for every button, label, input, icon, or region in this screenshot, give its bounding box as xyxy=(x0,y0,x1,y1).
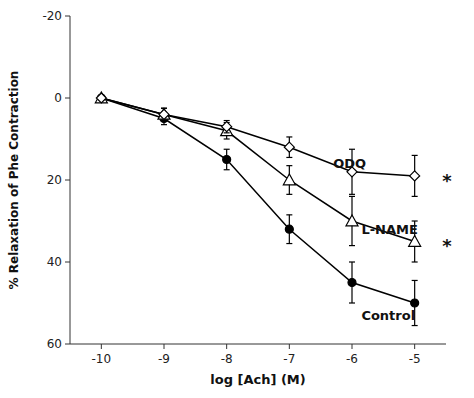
x-tick xyxy=(164,344,165,349)
series xyxy=(96,93,419,196)
point xyxy=(96,93,106,103)
error-bar-cap xyxy=(286,165,292,166)
error-bar-cap xyxy=(161,124,167,125)
annotation: L-NAME xyxy=(361,222,417,237)
error-bar-cap xyxy=(286,157,292,158)
series-line xyxy=(101,98,414,303)
y-tick xyxy=(65,98,70,99)
series-line xyxy=(101,98,414,176)
point xyxy=(223,156,231,164)
point xyxy=(346,215,358,226)
axes: -10 -9 -8 -7 -6 -5 -20 0 20 40 60 xyxy=(42,9,446,366)
point xyxy=(159,109,169,119)
x-tick xyxy=(414,344,415,349)
error-bar-cap xyxy=(286,243,292,244)
point xyxy=(410,171,420,181)
error-bar-cap xyxy=(349,245,355,246)
x-axis-line xyxy=(70,344,446,345)
x-tick-label: -10 xyxy=(92,352,112,366)
point xyxy=(158,108,170,119)
series xyxy=(95,92,420,262)
error-bar-cap xyxy=(412,196,418,197)
error-bar-cap xyxy=(224,138,230,139)
y-axis-label: % Relaxation of Phe Contraction xyxy=(7,71,21,290)
error-bar xyxy=(286,215,292,244)
point xyxy=(284,142,294,152)
error-bar-cap xyxy=(286,136,292,137)
error-bar-cap xyxy=(349,194,355,195)
y-tick-label: 60 xyxy=(47,337,62,351)
x-tick xyxy=(352,344,353,349)
point xyxy=(95,92,107,103)
error-bar-cap xyxy=(412,261,418,262)
point xyxy=(97,94,105,102)
error-bar-cap xyxy=(224,169,230,170)
x-tick xyxy=(101,344,102,349)
y-tick xyxy=(65,262,70,263)
annotation: Control xyxy=(361,308,415,323)
x-tick xyxy=(226,344,227,349)
background xyxy=(0,0,474,398)
annotations: ODQ * L-NAME * Control xyxy=(333,156,452,323)
error-bar-cap xyxy=(349,261,355,262)
annotation: ODQ xyxy=(333,156,366,171)
y-tick-label: 0 xyxy=(54,91,62,105)
point xyxy=(283,174,295,185)
point xyxy=(409,236,421,247)
point xyxy=(285,225,293,233)
x-tick-label: -6 xyxy=(346,352,358,366)
series xyxy=(97,94,418,326)
error-bar-cap xyxy=(286,194,292,195)
error-bar-cap xyxy=(412,155,418,156)
error-bar-cap xyxy=(412,280,418,281)
annotation: * xyxy=(442,170,452,191)
error-bar-cap xyxy=(349,149,355,150)
error-bar-cap xyxy=(224,149,230,150)
error-bar-cap xyxy=(349,196,355,197)
point xyxy=(222,122,232,132)
point xyxy=(348,279,356,287)
error-bar-cap xyxy=(286,214,292,215)
error-bar-cap xyxy=(412,325,418,326)
x-tick-label: -9 xyxy=(158,352,170,366)
error-bar xyxy=(349,262,355,303)
chart: -10 -9 -8 -7 -6 -5 -20 0 20 40 60 log [Ach] (M) % Re… xyxy=(0,0,474,398)
x-tick xyxy=(289,344,290,349)
plot-area xyxy=(95,92,420,326)
y-tick xyxy=(65,180,70,181)
x-axis-label: log [Ach] (M) xyxy=(210,372,305,387)
y-tick xyxy=(65,344,70,345)
annotation: * xyxy=(442,235,452,256)
error-bar xyxy=(224,149,230,170)
series-line xyxy=(101,98,414,242)
x-tick-label: -7 xyxy=(283,352,295,366)
x-tick-label: -8 xyxy=(221,352,233,366)
point xyxy=(411,299,419,307)
y-tick-label: 40 xyxy=(47,255,62,269)
y-tick xyxy=(65,16,70,17)
y-tick-label: 20 xyxy=(47,173,62,187)
y-tick-label: -20 xyxy=(42,9,62,23)
x-tick-label: -5 xyxy=(409,352,421,366)
error-bar-cap xyxy=(349,302,355,303)
